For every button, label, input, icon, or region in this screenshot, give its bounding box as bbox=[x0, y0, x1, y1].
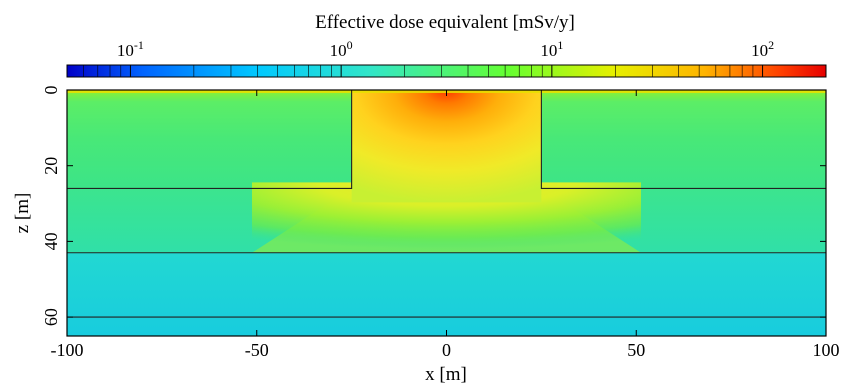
x-tick-label: 0 bbox=[442, 340, 451, 360]
region-upper-left bbox=[67, 90, 352, 189]
colorbar-tick-label: 101 bbox=[540, 38, 563, 60]
y-tick-label: 20 bbox=[41, 157, 61, 175]
y-tick-label: 0 bbox=[41, 86, 61, 95]
region-channel bbox=[351, 90, 542, 203]
x-axis-ticks: -100 -50 0 50 100 bbox=[51, 90, 840, 360]
colorbar-minor-ticks bbox=[83, 65, 764, 77]
y-axis-ticks: 0 20 40 60 bbox=[41, 86, 826, 326]
boundary-right-block bbox=[540, 90, 826, 189]
y-axis-label: z [m] bbox=[12, 193, 33, 234]
x-axis-label: x [m] bbox=[425, 364, 467, 385]
x-tick-label: -100 bbox=[51, 340, 84, 360]
colorbar-tick-label: 10-1 bbox=[117, 38, 144, 60]
colorbar-tick-label: 100 bbox=[330, 38, 353, 60]
x-tick-label: 50 bbox=[627, 340, 645, 360]
x-tick-label: 100 bbox=[813, 340, 840, 360]
y-tick-label: 60 bbox=[41, 308, 61, 326]
region-lower-layers bbox=[67, 252, 826, 336]
region-upper-right bbox=[541, 90, 826, 189]
y-tick-label: 40 bbox=[41, 232, 61, 250]
boundary-left-block bbox=[67, 90, 353, 189]
x-tick-label: -50 bbox=[245, 340, 269, 360]
colorbar-tick-label: 102 bbox=[751, 38, 774, 60]
colorbar-title: Effective dose equivalent [mSv/y] bbox=[315, 12, 575, 33]
colorbar-tick-labels: 10-1 100 101 102 bbox=[117, 38, 774, 60]
heatmap-plot-area bbox=[67, 90, 826, 336]
colorbar bbox=[66, 64, 827, 78]
